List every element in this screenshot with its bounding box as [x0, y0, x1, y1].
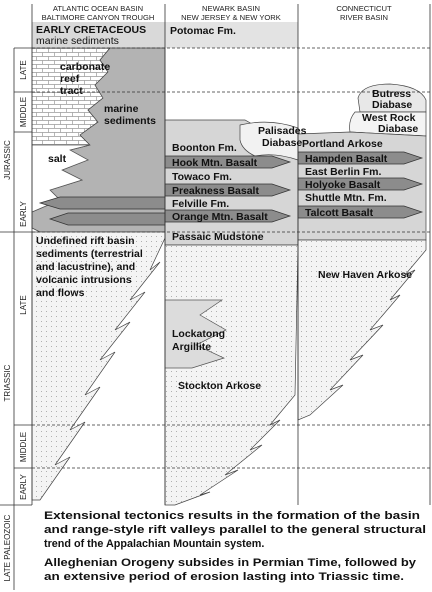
unit-label: volcanic intrusions [36, 274, 132, 286]
header: ATLANTIC OCEAN BASIN [53, 4, 143, 13]
time-label: LATE PALEOZOIC [3, 514, 12, 581]
grid [0, 4, 431, 590]
unit-label: Orange Mtn. Basalt [172, 211, 268, 223]
new-haven-area [297, 239, 427, 421]
header: RIVER BASIN [340, 13, 388, 22]
unit-label: marine sediments [36, 35, 119, 47]
unit-label: Portland Arkose [302, 138, 383, 150]
header: NEW JERSEY & NEW YORK [181, 13, 281, 22]
header: NEWARK BASIN [202, 4, 260, 13]
unit-label: Holyoke Basalt [305, 179, 381, 191]
unit-label: Hampden Basalt [305, 153, 388, 165]
unit-label: Argillite [172, 341, 211, 353]
unit-label: marine [104, 103, 139, 115]
caption: Alleghenian Orogeny subsides in Permian … [44, 557, 416, 569]
unit-label: Talcott Basalt [305, 207, 374, 219]
passaic-area [164, 244, 299, 506]
connecticut-shapes [297, 83, 427, 421]
unit-label: sediments [104, 115, 156, 127]
caption: an extensive period of erosion lasting i… [44, 571, 404, 583]
unit-label: sediments (terrestrial [36, 248, 143, 260]
cretaceous-box [32, 22, 165, 48]
unit-label: West Rock [362, 112, 416, 124]
time-label: MIDDLE [19, 432, 28, 462]
unit-label: East Berlin Fm. [305, 166, 382, 178]
unit-label: Palisades [258, 125, 307, 137]
header: BALTIMORE CANYON TROUGH [42, 13, 155, 22]
unit-label: reef [60, 73, 80, 85]
palisades [239, 121, 299, 161]
unit-label: Shuttle Mtn. Fm. [305, 192, 387, 204]
unit-label: and flows [36, 287, 85, 299]
unit-label: Butress [372, 88, 411, 100]
newark-shapes [164, 22, 299, 506]
unit-label: Felville Fm. [172, 198, 229, 210]
unit-label: Diabase [372, 99, 412, 111]
time-label: TRIASSIC [3, 364, 12, 401]
unit-label: Potomac Fm. [170, 25, 236, 37]
unit-label: Undefined rift basin [36, 235, 135, 247]
unit-label: New Haven Arkose [318, 269, 412, 281]
time-label: LATE [19, 60, 28, 79]
caption: and range-style rift valleys parallel to… [44, 524, 426, 536]
unit-label: Towaco Fm. [172, 171, 232, 183]
lens [38, 196, 166, 210]
unit-label: carbonate [60, 61, 110, 73]
time-label: JURASSIC [3, 140, 12, 180]
unit-label: and lacustrine), and [36, 261, 135, 273]
unit-label: Stockton Arkose [178, 380, 261, 392]
unit-label: Diabase [378, 123, 418, 135]
unit-label: Lockatong [172, 328, 225, 340]
unit-label: EARLY CRETACEOUS [36, 24, 146, 36]
unit-label: Diabase [262, 137, 302, 149]
caption: trend of the Appalachian Mountain system… [44, 538, 264, 550]
time-label: EARLY [19, 201, 28, 227]
unit-label: Boonton Fm. [172, 142, 237, 154]
unit-label: Hook Mtn. Basalt [172, 157, 258, 169]
time-label: EARLY [19, 474, 28, 500]
potomac-box [165, 22, 298, 48]
lens [48, 212, 166, 226]
rift-area [31, 231, 166, 501]
unit-label: tract [60, 85, 83, 97]
time-label: MIDDLE [19, 97, 28, 127]
caption: Extensional tectonics results in the for… [44, 510, 420, 522]
unit-label: Passaic Mudstone [172, 231, 264, 243]
salt-area [31, 144, 91, 213]
lockatong-area [164, 299, 227, 369]
header: CONNECTICUT [336, 4, 392, 13]
butress [357, 83, 427, 113]
unit-label: Preakness Basalt [172, 185, 259, 197]
unit-label: salt [48, 153, 67, 165]
time-label: LATE [19, 295, 28, 314]
